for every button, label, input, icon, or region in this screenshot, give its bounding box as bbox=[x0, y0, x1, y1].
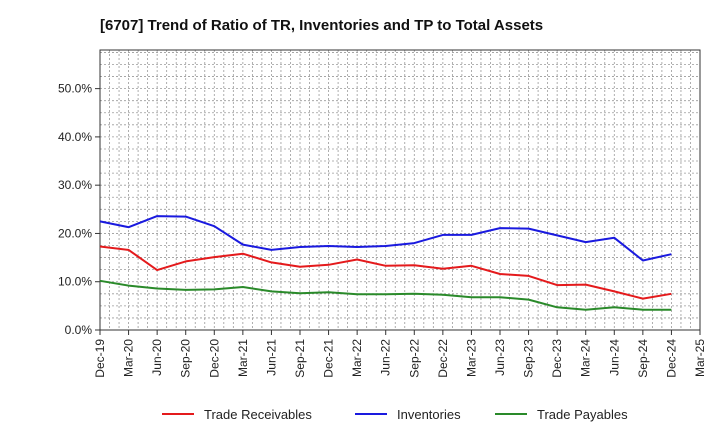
x-tick-label: Sep-23 bbox=[522, 339, 536, 378]
x-tick-label: Jun-24 bbox=[607, 339, 621, 376]
x-tick-label: Sep-21 bbox=[293, 339, 307, 378]
legend: Trade Receivables Inventories Trade Payabl… bbox=[162, 407, 628, 422]
x-tick-label: Dec-21 bbox=[322, 339, 336, 378]
x-tick-label: Jun-23 bbox=[493, 339, 507, 376]
grid bbox=[100, 50, 700, 330]
x-tick-label: Mar-25 bbox=[693, 339, 707, 377]
series-lines bbox=[99, 215, 672, 311]
series-line-inventories bbox=[99, 215, 672, 262]
series-line-trade-receivables bbox=[99, 245, 672, 300]
y-tick-label: 30.0% bbox=[58, 178, 92, 192]
x-tick-label: Mar-22 bbox=[350, 339, 364, 377]
chart-title: [6707] Trend of Ratio of TR, Inventories… bbox=[100, 17, 543, 34]
x-tick-label: Jun-22 bbox=[379, 339, 393, 376]
x-tick-label: Dec-20 bbox=[207, 339, 221, 378]
x-tick-label: Dec-19 bbox=[93, 339, 107, 378]
y-tick-label: 50.0% bbox=[58, 82, 92, 96]
x-axis: Dec-19 Mar-20 Jun-20 Sep-20 Dec-20 Mar-21 Jun-… bbox=[93, 330, 707, 378]
y-tick-label: 40.0% bbox=[58, 130, 92, 144]
legend-label: Trade Receivables bbox=[204, 407, 312, 422]
series-line-trade-payables bbox=[99, 279, 672, 311]
x-tick-label: Jun-21 bbox=[264, 339, 278, 376]
y-tick-label: 20.0% bbox=[58, 226, 92, 240]
y-axis: 0.0% 10.0% 20.0% 30.0% 40.0% 50.0% bbox=[58, 82, 100, 337]
x-tick-label: Dec-24 bbox=[664, 339, 678, 378]
x-tick-label: Dec-23 bbox=[550, 339, 564, 378]
x-tick-label: Sep-22 bbox=[407, 339, 421, 378]
legend-label: Inventories bbox=[397, 407, 461, 422]
y-tick-label: 10.0% bbox=[58, 275, 92, 289]
x-tick-label: Mar-20 bbox=[122, 339, 136, 377]
legend-label: Trade Payables bbox=[537, 407, 628, 422]
x-tick-label: Mar-24 bbox=[579, 339, 593, 377]
x-tick-label: Jun-20 bbox=[150, 339, 164, 376]
x-tick-label: Sep-20 bbox=[179, 339, 193, 378]
plot-frame bbox=[99, 49, 701, 331]
x-tick-label: Dec-22 bbox=[436, 339, 450, 378]
x-tick-label: Mar-21 bbox=[236, 339, 250, 377]
x-tick-label: Mar-23 bbox=[464, 339, 478, 377]
x-tick-label: Sep-24 bbox=[636, 339, 650, 378]
y-tick-label: 0.0% bbox=[65, 323, 93, 337]
